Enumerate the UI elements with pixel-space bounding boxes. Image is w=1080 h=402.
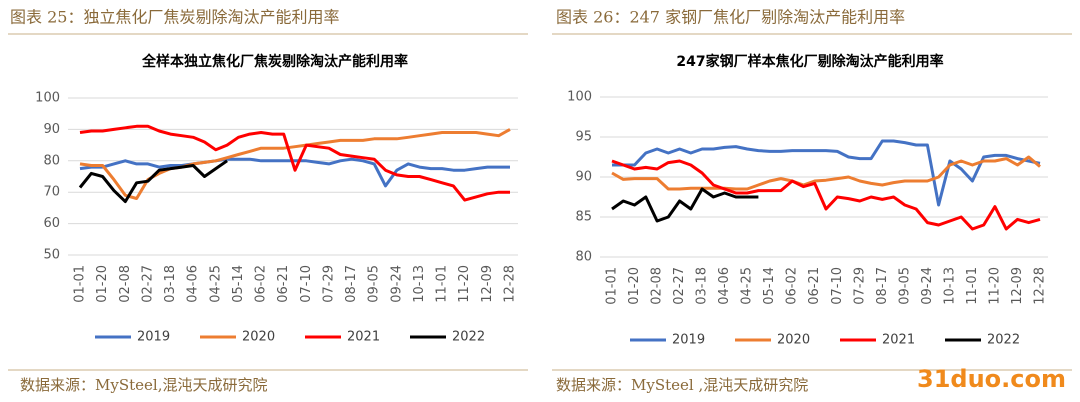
x-tick-label: 11-20: [457, 265, 472, 303]
x-tick-label: 10-13: [412, 265, 427, 303]
x-tick-label: 02-08: [118, 265, 133, 303]
legend-label: 2020: [777, 333, 810, 348]
x-tick-label: 08-17: [875, 267, 890, 305]
y-tick-label: 70: [43, 185, 60, 200]
x-tick-label: 12-28: [503, 265, 518, 303]
x-tick-label: 12-28: [1033, 267, 1048, 305]
source-note: 数据来源：MySteel ,混沌天成研究院: [556, 376, 808, 394]
y-tick-label: 90: [575, 170, 592, 185]
x-tick-label: 06-21: [276, 265, 291, 303]
x-tick-label: 03-18: [163, 265, 178, 303]
legend-label: 2022: [987, 333, 1020, 348]
y-tick-label: 90: [43, 122, 60, 137]
series-line: [611, 155, 1041, 191]
series-line: [78, 159, 228, 204]
figure-caption: 图表 26：247 家钢厂焦化厂剔除淘汰产能利用率: [556, 8, 905, 27]
x-tick-label: 01-20: [627, 267, 642, 305]
series-line: [79, 124, 510, 202]
x-tick-label: 04-06: [717, 267, 732, 305]
x-tick-label: 02-27: [672, 267, 687, 305]
source-note: 数据来源：MySteel,混沌天成研究院: [20, 376, 267, 394]
x-tick-label: 04-25: [208, 265, 223, 303]
x-tick-label: 09-05: [367, 265, 382, 303]
x-tick-label: 03-18: [695, 267, 710, 305]
legend-label: 2021: [347, 330, 380, 345]
x-tick-label: 10-13: [942, 267, 957, 305]
y-tick-label: 80: [43, 153, 60, 168]
x-tick-label: 09-24: [389, 265, 404, 303]
x-tick-label: 07-29: [852, 267, 867, 305]
y-tick-label: 95: [575, 130, 592, 145]
x-tick-label: 04-25: [740, 267, 755, 305]
legend-label: 2022: [452, 330, 485, 345]
series-line: [611, 159, 1041, 231]
x-tick-label: 11-01: [965, 267, 980, 305]
x-tick-label: 01-01: [73, 265, 88, 303]
x-tick-label: 05-14: [762, 267, 777, 305]
legend-label: 2019: [137, 330, 170, 345]
x-tick-label: 09-24: [920, 267, 935, 305]
x-tick-label: 05-14: [231, 265, 246, 303]
series-line: [612, 139, 1041, 207]
x-tick-label: 07-10: [299, 265, 314, 303]
x-tick-label: 06-02: [785, 267, 800, 305]
x-tick-label: 02-27: [140, 265, 155, 303]
series-line: [611, 187, 759, 223]
y-tick-label: 85: [575, 210, 592, 225]
x-tick-label: 06-02: [254, 265, 269, 303]
legend-label: 2019: [672, 333, 705, 348]
x-tick-label: 06-21: [807, 267, 822, 305]
x-tick-label: 01-01: [605, 267, 620, 305]
x-tick-label: 09-05: [897, 267, 912, 305]
x-tick-label: 12-09: [480, 265, 495, 303]
y-tick-label: 100: [567, 90, 592, 105]
x-tick-label: 02-08: [650, 267, 665, 305]
chart-title: 全样本独立焦化厂焦炭剔除淘汰产能利用率: [141, 53, 408, 70]
series-line: [79, 157, 510, 188]
y-tick-label: 100: [35, 91, 60, 106]
legend-label: 2020: [242, 330, 275, 345]
x-tick-label: 07-29: [321, 265, 336, 303]
legend-label: 2021: [882, 333, 915, 348]
y-tick-label: 80: [575, 250, 592, 265]
x-tick-label: 12-09: [1010, 267, 1025, 305]
chart-title: 247家钢厂样本焦化厂剔除淘汰产能利用率: [676, 53, 943, 70]
x-tick-label: 01-20: [95, 265, 110, 303]
y-tick-label: 50: [43, 248, 60, 263]
x-tick-label: 04-06: [186, 265, 201, 303]
figure-caption: 图表 25：独立焦化厂焦炭剔除淘汰产能利用率: [10, 8, 339, 27]
x-tick-label: 11-01: [435, 265, 450, 303]
x-tick-label: 08-17: [344, 265, 359, 303]
y-tick-label: 60: [43, 216, 60, 231]
x-tick-label: 11-20: [987, 267, 1002, 305]
x-tick-label: 07-10: [830, 267, 845, 305]
watermark: 31duo.com: [917, 365, 1066, 393]
